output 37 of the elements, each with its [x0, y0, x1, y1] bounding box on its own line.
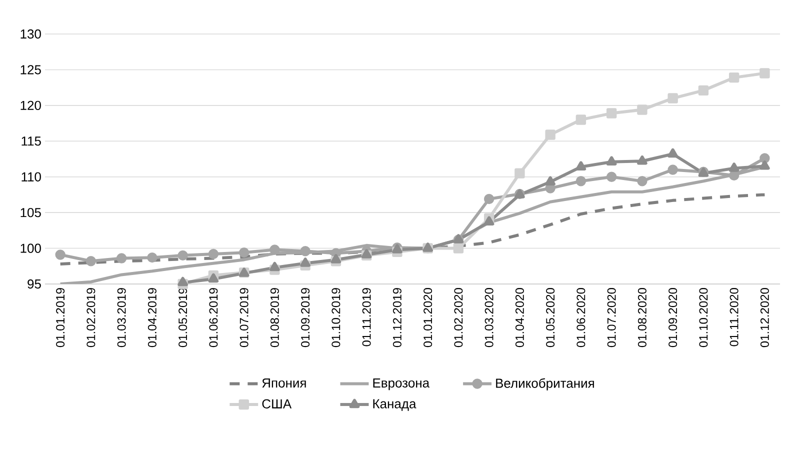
x-tick-label: 01.10.2019 [332, 288, 340, 348]
y-tick-label: 110 [22, 172, 41, 182]
x-tick-label: 01.02.2019 [86, 288, 96, 348]
x-tick-label: 01.06.2020 [576, 288, 586, 348]
legend-label: Великобритания [496, 378, 594, 390]
y-tick-label: 130 [20, 29, 41, 39]
x-tick-label: 01.09.2020 [668, 288, 678, 348]
y-tick-label: 120 [20, 100, 41, 110]
y-tick-label: 95 [28, 279, 41, 289]
y-tick-label: 125 [20, 65, 41, 74]
x-tick-label: 01.01.2019 [56, 288, 65, 348]
x-tick-label: 01.10.2020 [699, 288, 708, 348]
legend-label: США [262, 399, 292, 408]
x-tick-label: 01.11.2020 [730, 288, 738, 346]
x-tick-label: 01.05.2019 [178, 288, 188, 348]
x-tick-label: 01.07.2020 [607, 288, 616, 348]
x-tick-label: 01.05.2020 [546, 288, 555, 348]
x-tick-label: 01.07.2019 [240, 288, 248, 348]
legend-label: Канада [373, 399, 416, 411]
x-tick-label: 01.08.2020 [638, 288, 646, 348]
x-tick-label: 01.12.2019 [392, 288, 402, 348]
x-tick-label: 01.08.2019 [270, 288, 279, 348]
y-tick-label: 100 [20, 244, 41, 253]
x-tick-label: 01.06.2019 [209, 288, 218, 348]
legend-label: Япония [262, 378, 306, 388]
y-tick-label: 105 [20, 208, 41, 218]
x-tick-label: 01.02.2020 [454, 288, 463, 348]
x-tick-label: 01.04.2020 [515, 288, 524, 348]
legend-label: Еврозона [373, 378, 430, 390]
x-tick-label: 01.03.2019 [117, 288, 126, 348]
x-tick-label: 01.12.2020 [760, 288, 769, 348]
x-tick-label: 01.11.2019 [362, 288, 371, 346]
x-tick-label: 01.03.2020 [484, 288, 494, 348]
y-tick-label: 115 [22, 136, 41, 146]
x-tick-label: 01.04.2019 [148, 288, 156, 348]
x-tick-label: 01.09.2019 [301, 288, 310, 348]
x-tick-label: 01.01.2020 [424, 288, 432, 348]
